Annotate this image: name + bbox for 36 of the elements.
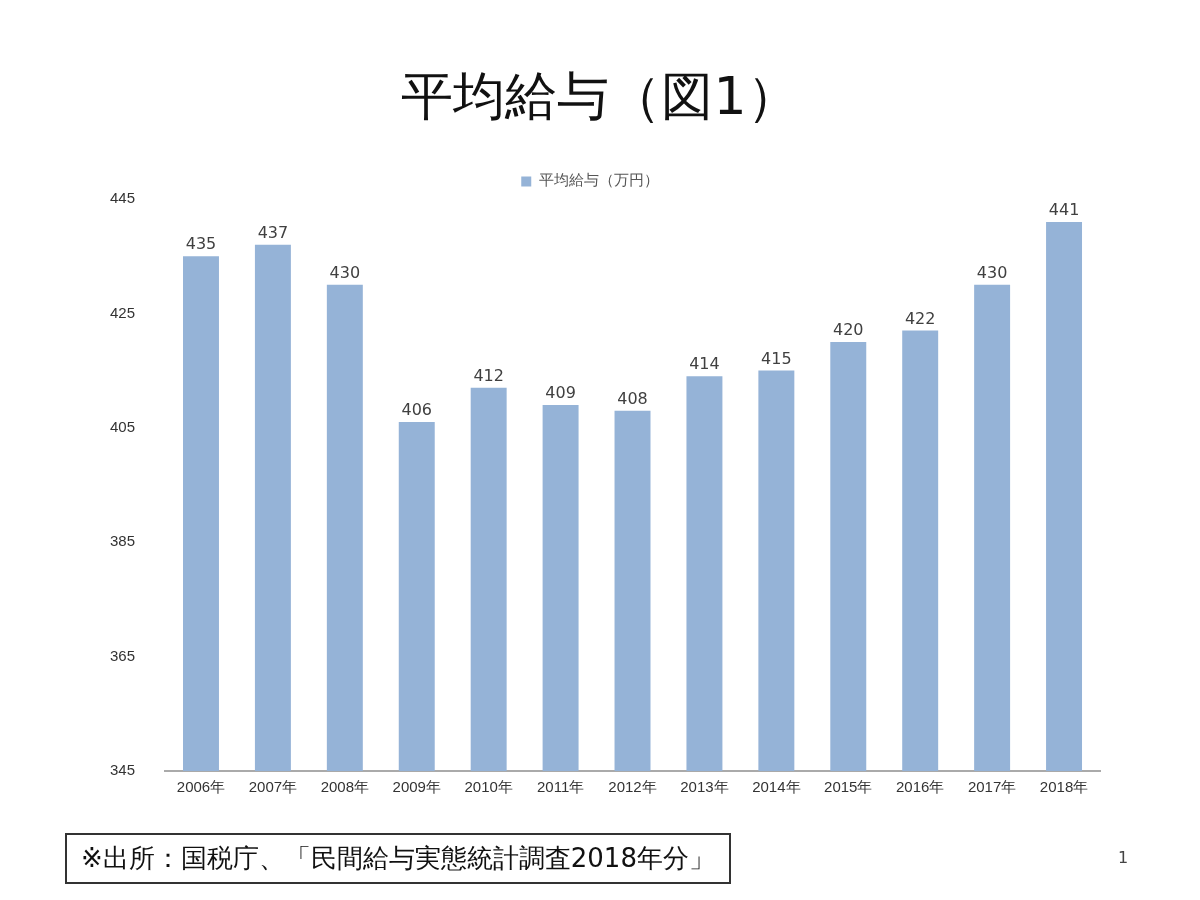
x-tick-label: 2011年: [536, 778, 585, 796]
x-tick-label: 2010年: [464, 778, 513, 796]
text: 1: [1118, 848, 1129, 867]
y-tick-label: 425: [110, 303, 136, 321]
data-label: 409: [545, 383, 576, 403]
data-label: 420: [833, 320, 864, 340]
x-tick-label: 2008年: [320, 778, 370, 796]
chart-title: 平均給与（図1）: [400, 65, 800, 128]
text: ※出所：国税庁、「民間給与実態統計調査2018年分」: [65, 833, 731, 884]
x-tick-label: 2016年: [896, 778, 945, 796]
legend-label: 平均給与（万円）: [538, 171, 659, 190]
data-label: 437: [257, 222, 289, 242]
y-tick-label: 365: [110, 646, 136, 664]
data-label: 430: [329, 262, 361, 282]
data-label: 415: [761, 348, 792, 368]
x-tick-label: 2009年: [392, 778, 441, 796]
data-label: 430: [976, 262, 1008, 282]
data-label: 414: [689, 354, 720, 374]
data-label: 406: [401, 400, 433, 420]
x-tick-label: 2015年: [824, 778, 873, 796]
data-label: 412: [473, 365, 504, 385]
x-tick-label: 2018年: [1039, 778, 1089, 796]
y-tick-label: 405: [110, 417, 136, 435]
x-tick-label: 2017年: [967, 778, 1017, 796]
x-tick-label: 2014年: [752, 778, 801, 796]
x-tick-label: 2013年: [680, 778, 729, 796]
x-tick-label: 2006年: [176, 778, 226, 796]
data-label: 408: [617, 388, 648, 408]
y-tick-label: 385: [110, 532, 136, 550]
y-tick-label: 345: [110, 761, 136, 779]
data-label: 435: [185, 234, 217, 254]
x-tick-label: 2012年: [608, 778, 657, 796]
x-tick-label: 2007年: [248, 778, 298, 796]
y-tick-label: 445: [110, 189, 136, 207]
data-label: 441: [1048, 200, 1080, 220]
data-label: 422: [904, 308, 936, 328]
